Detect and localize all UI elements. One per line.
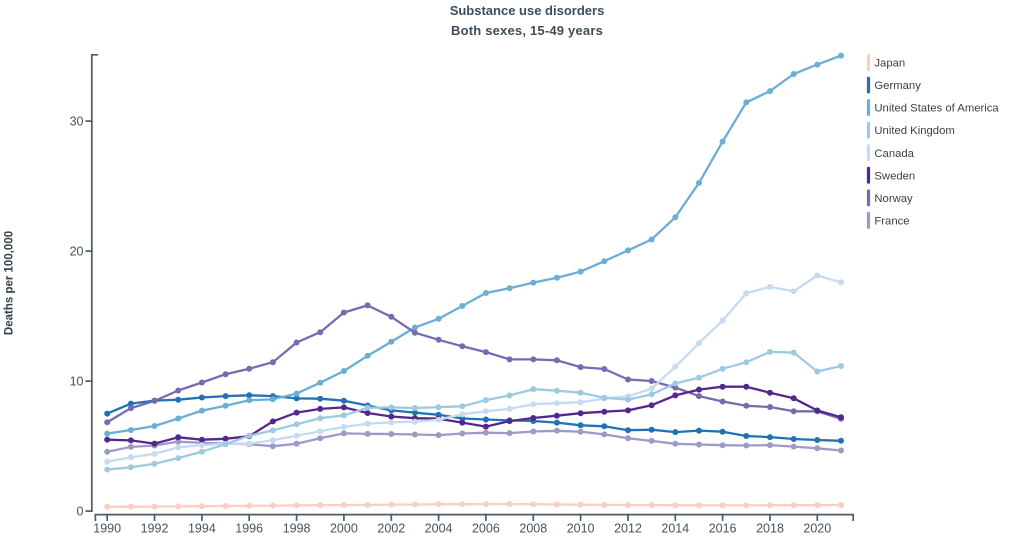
svg-text:1996: 1996: [235, 522, 263, 536]
svg-text:United States of America: United States of America: [874, 103, 999, 115]
svg-text:2020: 2020: [803, 522, 831, 536]
svg-text:20: 20: [70, 244, 84, 258]
svg-text:Both sexes, 15-49 years: Both sexes, 15-49 years: [451, 23, 603, 38]
svg-text:Substance use disorders: Substance use disorders: [450, 3, 605, 18]
svg-text:1994: 1994: [188, 522, 216, 536]
svg-text:10: 10: [70, 374, 84, 388]
svg-text:0: 0: [77, 504, 84, 518]
svg-text:2006: 2006: [472, 522, 500, 536]
svg-text:2004: 2004: [425, 522, 453, 536]
svg-text:Canada: Canada: [874, 148, 914, 160]
svg-text:2000: 2000: [330, 522, 358, 536]
svg-text:1998: 1998: [283, 522, 311, 536]
svg-text:2012: 2012: [614, 522, 642, 536]
svg-text:2002: 2002: [377, 522, 405, 536]
svg-text:Germany: Germany: [874, 80, 921, 92]
svg-text:2010: 2010: [567, 522, 595, 536]
svg-text:1992: 1992: [141, 522, 169, 536]
svg-text:2008: 2008: [519, 522, 547, 536]
svg-text:30: 30: [70, 114, 84, 128]
svg-text:2018: 2018: [756, 522, 784, 536]
svg-text:France: France: [874, 215, 909, 227]
svg-text:2014: 2014: [661, 522, 689, 536]
svg-text:Deaths per 100,000: Deaths per 100,000: [4, 231, 16, 335]
svg-text:1990: 1990: [93, 522, 121, 536]
svg-text:United Kingdom: United Kingdom: [874, 125, 954, 137]
svg-text:Japan: Japan: [874, 58, 905, 70]
svg-text:2016: 2016: [709, 522, 737, 536]
svg-text:Sweden: Sweden: [874, 170, 915, 182]
svg-text:Norway: Norway: [874, 193, 913, 205]
